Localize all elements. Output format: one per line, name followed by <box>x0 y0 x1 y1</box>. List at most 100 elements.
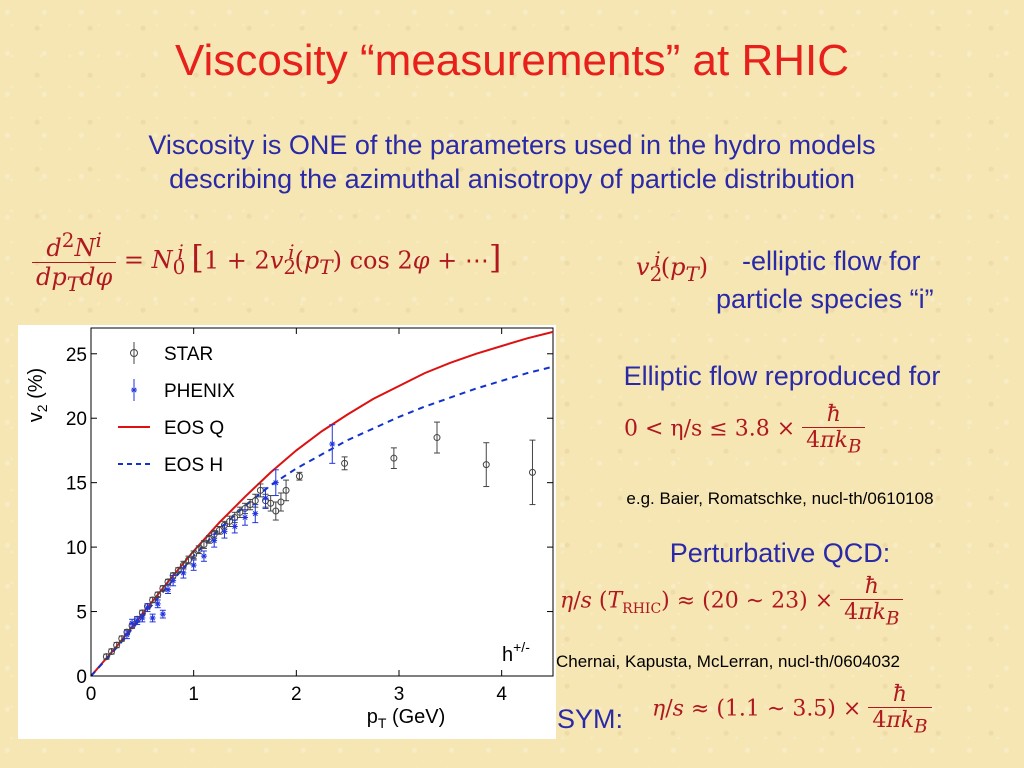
elliptic-flow-reproduced: Elliptic flow reproduced for <box>623 361 941 391</box>
marker-star <box>180 569 187 576</box>
phenix-point <box>123 630 130 640</box>
phenix-point <box>242 509 248 526</box>
x-axis-label: pT (GeV) <box>367 706 446 731</box>
marker-circle <box>108 648 116 656</box>
marker-circle <box>200 541 208 549</box>
star-point <box>295 471 303 481</box>
v2-chart-svg: 0 1 2 3 4 0 5 10 15 20 25 STAR PHENIX EOS Q EOS H v2 … <box>25 327 554 731</box>
y-tick-label: 20 <box>66 409 87 430</box>
marker-circle <box>102 653 110 661</box>
y-tick-label: 15 <box>66 474 87 495</box>
v2-symbol: v2i(pT) <box>636 247 709 286</box>
marker-star <box>200 553 207 560</box>
marker-circle <box>528 468 536 476</box>
pqcd-equation: η/s (TRHIC) ≈ (20 ∼ 23) × ħ 4πkB <box>560 574 904 629</box>
star-point <box>154 591 162 599</box>
plot-frame <box>90 327 554 677</box>
perturbative-qcd-label: Perturbative QCD: <box>669 538 891 568</box>
star-point <box>267 495 275 512</box>
viscosity-bound-equation: 0 < η/s ≤ 3.8 × ħ 4πkB <box>624 402 866 457</box>
y-tick-label: 0 <box>76 667 87 688</box>
phenix-point <box>154 599 161 609</box>
marker-circle <box>390 454 398 462</box>
x-tick-label: 4 <box>496 684 507 705</box>
phenix-point <box>129 618 136 628</box>
y-tick-label: 5 <box>76 603 87 624</box>
phenix-point <box>262 487 269 509</box>
marker-star <box>149 615 156 621</box>
citation-chernai: Chernai, Kapusta, McLerran, nucl-th/0604… <box>556 652 900 671</box>
marker-circle <box>267 499 275 507</box>
phenix-point <box>329 424 336 464</box>
phenix-point <box>134 616 141 625</box>
marker-star <box>211 537 218 544</box>
marker-star <box>252 510 259 517</box>
marker-star <box>170 577 177 584</box>
sym-label: SYM: <box>557 704 624 734</box>
phenix-point <box>165 585 171 595</box>
phenix-point <box>252 504 259 524</box>
star-point <box>282 479 290 502</box>
star-point <box>102 653 110 661</box>
marker-star <box>159 611 166 618</box>
star-point <box>277 492 285 512</box>
annotation-h: h+/- <box>502 639 530 666</box>
star-point <box>390 447 398 469</box>
slide-subtitle: Viscosity is ONE of the parameters used … <box>30 128 994 196</box>
star-point <box>113 641 121 649</box>
phenix-point <box>170 574 177 587</box>
marker-star <box>144 604 151 611</box>
star-point <box>190 550 198 560</box>
y-axis-label: v2 (%) <box>25 368 50 422</box>
x-tick-label: 2 <box>291 684 302 705</box>
phenix-point <box>139 613 146 623</box>
marker-circle <box>164 578 172 586</box>
star-point <box>159 584 167 592</box>
phenix-point <box>211 533 218 548</box>
marker-star <box>329 441 336 447</box>
legend-label: EOS H <box>164 455 223 476</box>
x-tick-label: 3 <box>394 684 405 705</box>
marker-circle <box>433 434 441 442</box>
series-line-eos-q <box>90 330 554 677</box>
v2-chart: 0 1 2 3 4 0 5 10 15 20 25 STAR PHENIX EOS Q EOS H v2 … <box>18 325 556 739</box>
marker-star <box>134 617 141 624</box>
star-point <box>149 596 157 604</box>
marker-star <box>231 523 238 530</box>
marker-circle <box>195 546 203 554</box>
star-point <box>482 442 490 488</box>
legend-label: PHENIX <box>164 381 235 402</box>
subtitle-line-2: describing the azimuthal anisotropy of p… <box>169 164 855 194</box>
legend-circle <box>130 349 138 357</box>
star-point <box>200 540 208 549</box>
marker-circle <box>174 566 182 574</box>
legend-label: STAR <box>164 344 213 365</box>
star-point <box>433 421 441 454</box>
phenix-point <box>159 609 166 619</box>
phenix-point <box>231 519 238 534</box>
phenix-point <box>144 603 151 613</box>
star-point <box>528 439 536 506</box>
elliptic-flow-text-1: -elliptic flow for <box>742 246 921 276</box>
sym-equation: η/s ≈ (1.1 ∼ 3.5) × ħ 4πkB <box>652 682 932 737</box>
marker-circle <box>256 486 264 494</box>
marker-star <box>272 479 279 486</box>
marker-star <box>123 631 130 638</box>
marker-circle <box>190 551 198 559</box>
slide-title: Viscosity “measurements” at RHIC <box>174 36 850 85</box>
star-point <box>341 456 349 471</box>
subtitle-line-1: Viscosity is ONE of the parameters used … <box>148 130 876 160</box>
marker-circle <box>251 497 259 505</box>
elliptic-flow-text-2: particle species “i” <box>716 284 934 314</box>
series-line-eos-h <box>90 365 554 677</box>
x-tick-label: 0 <box>86 684 97 705</box>
marker-star <box>262 495 269 502</box>
star-point <box>256 483 264 498</box>
star-point <box>108 648 116 656</box>
legend-entry-eos-h: EOS H <box>118 455 223 476</box>
marker-star <box>139 615 146 621</box>
y-tick-label: 10 <box>66 538 87 559</box>
viscosity-bound-lhs: 0 < η/s ≤ 3.8 × <box>624 416 796 442</box>
legend-entry-phenix: PHENIX <box>131 379 235 402</box>
phenix-point <box>149 613 156 623</box>
